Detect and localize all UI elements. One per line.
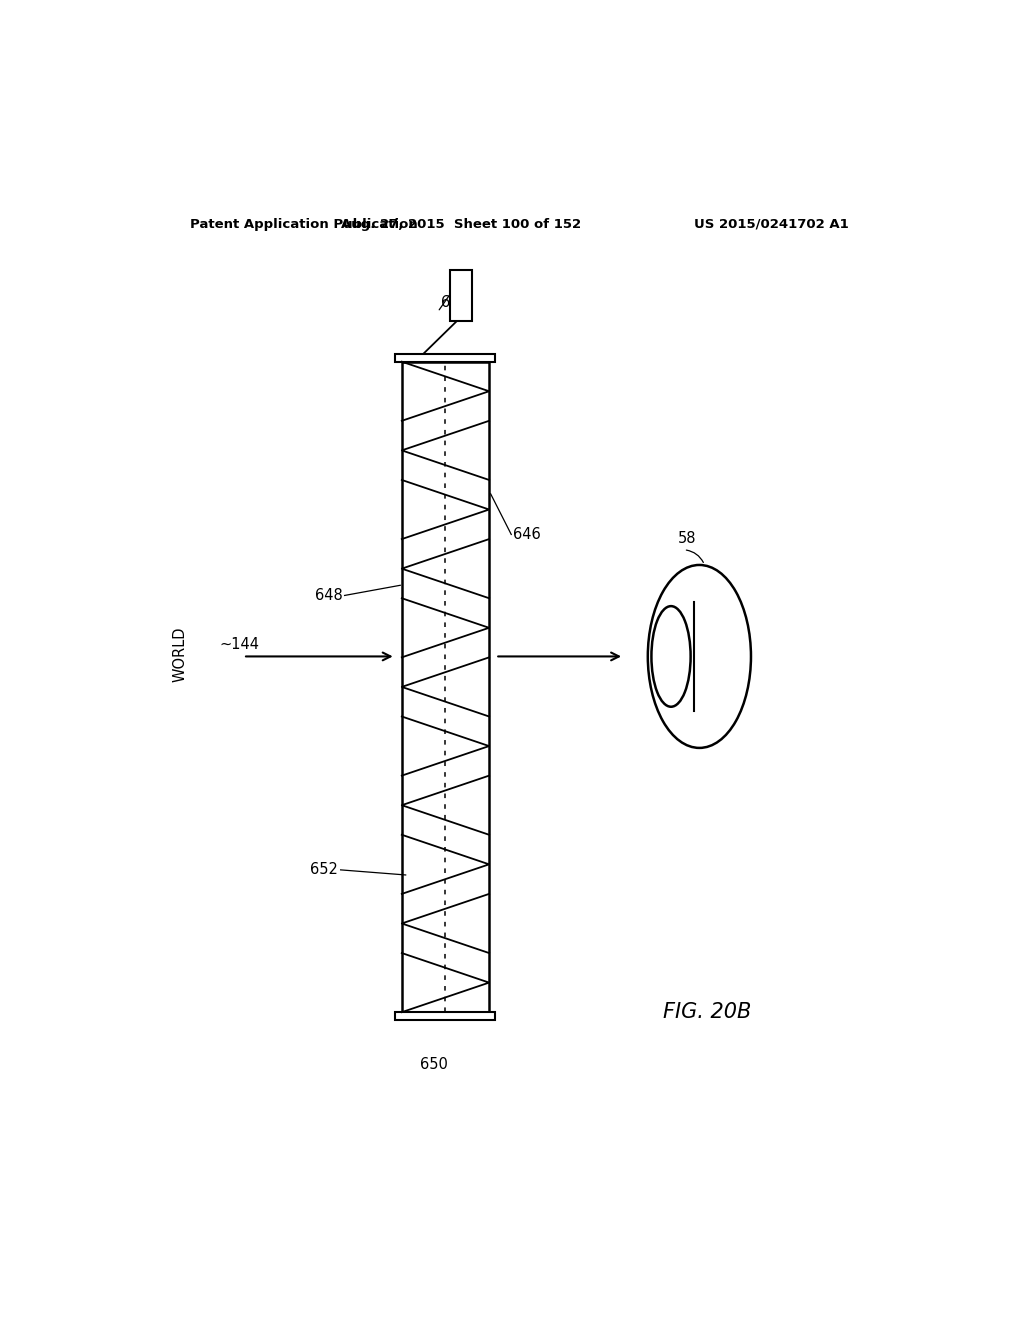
Text: 648: 648: [314, 587, 342, 603]
Text: 646: 646: [513, 527, 541, 543]
Text: 650: 650: [420, 1057, 447, 1072]
Text: 652: 652: [310, 862, 338, 878]
Text: 58: 58: [678, 531, 696, 546]
Bar: [395, 1012, 496, 1020]
Ellipse shape: [651, 606, 690, 706]
Bar: [401, 362, 489, 1012]
Text: 644: 644: [441, 294, 469, 310]
Ellipse shape: [648, 565, 751, 748]
Text: ∼144: ∼144: [219, 636, 259, 652]
Bar: [395, 354, 496, 362]
Text: Patent Application Publication: Patent Application Publication: [190, 218, 418, 231]
Text: Aug. 27, 2015  Sheet 100 of 152: Aug. 27, 2015 Sheet 100 of 152: [341, 218, 582, 231]
Text: FIG. 20B: FIG. 20B: [664, 1002, 752, 1022]
Text: WORLD: WORLD: [172, 627, 187, 682]
Bar: [451, 271, 472, 321]
Text: US 2015/0241702 A1: US 2015/0241702 A1: [693, 218, 849, 231]
